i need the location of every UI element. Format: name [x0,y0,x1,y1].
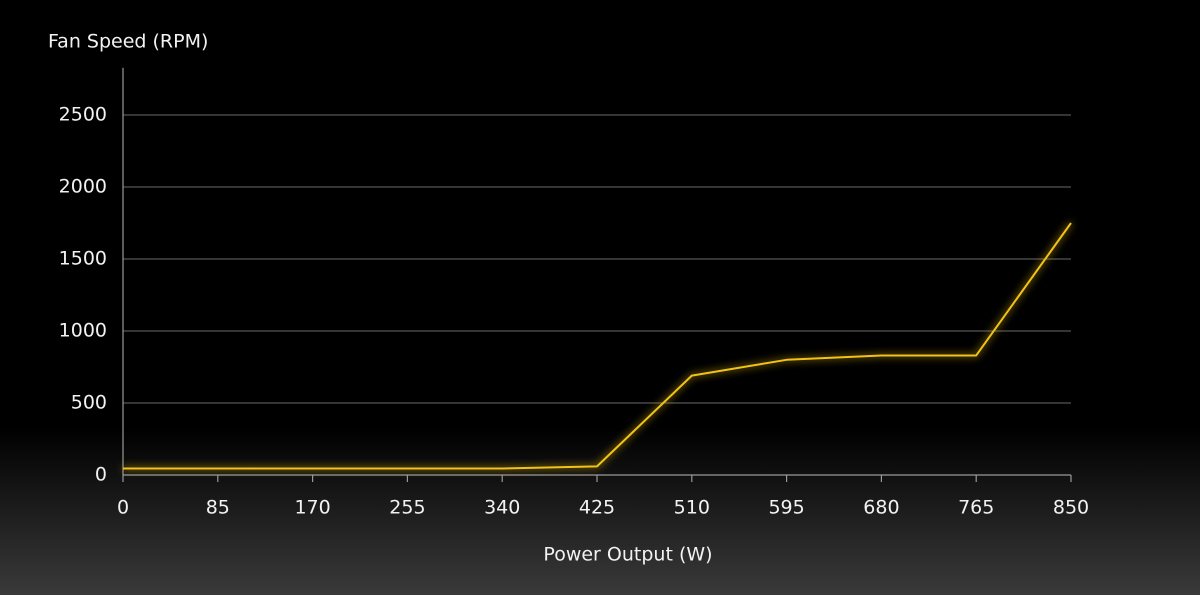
y-tick-label: 1000 [59,320,107,342]
x-tick-label: 510 [674,497,710,519]
x-tick-label: 850 [1053,497,1089,519]
x-tick-label: 0 [117,497,129,519]
data-line [123,222,1072,470]
y-axis-title: Fan Speed (RPM) [48,31,208,53]
x-tick-label: 680 [863,497,899,519]
x-tick-label: 595 [768,497,804,519]
x-tick-label: 765 [958,497,994,519]
y-tick-label: 1500 [59,248,107,270]
y-tick-label: 500 [71,392,107,414]
x-tick-label: 425 [579,497,615,519]
x-tick-label: 170 [294,497,330,519]
x-tick-label: 85 [206,497,230,519]
x-tick-label: 255 [389,497,425,519]
y-tick-label: 2000 [59,176,107,198]
x-axis-title: Power Output (W) [543,544,712,566]
y-tick-label: 0 [95,464,107,486]
x-tick-label: 340 [484,497,520,519]
y-tick-label: 2500 [59,104,107,126]
